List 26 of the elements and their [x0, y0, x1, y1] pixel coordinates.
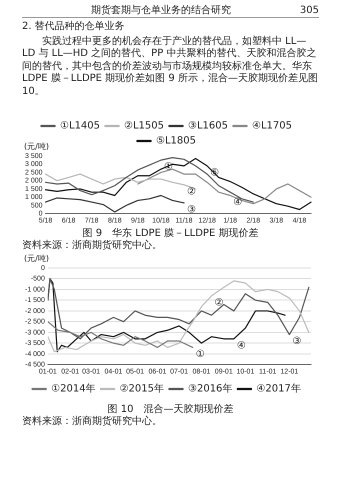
text: 期货套期与仓单业务的结合研究 [90, 4, 232, 17]
legend-label: ①L1405 [60, 120, 100, 132]
legend-label: ③L1605 [188, 120, 228, 132]
legend-label: ④2017年 [256, 382, 301, 395]
legend-label: ②2015年 [120, 382, 164, 395]
text: 图 10 混合—天胶期现价差 [106, 404, 234, 416]
y-axis-title: (元/吨) [24, 142, 49, 152]
annotation: ② [187, 186, 196, 198]
text: 2. 替代品种的仓单业务 [22, 21, 126, 34]
annotation: ③ [187, 204, 196, 216]
text: 图 9 华东 LDPE 膜－LLDPE 期现价差 [82, 228, 260, 240]
text: 实践过程中更多的机会存在于产业的替代品，如塑料中 LL—LD 与 LL—HD 之间的替代、PP 中共聚料的替代、天胶和混合胶之间的替代，其中包含的价差波动与市场规模均较标准仓单大。华东 LDPE 膜－LLDPE 期现价差如图 9 所示，混合—天胶期现价差见图 10。 [22, 36, 319, 98]
annotation: ① [196, 349, 205, 360]
legend-label: ④L1705 [252, 120, 292, 132]
y-axis-title: (元/吨) [24, 254, 49, 264]
annotation: ④ [236, 340, 246, 352]
legend-label: ③2016年 [188, 382, 232, 395]
annotation: ② [214, 298, 224, 308]
text: 资料来源：浙商期货研究中心。 [22, 240, 163, 252]
annotation: ③ [292, 336, 302, 348]
legend-label: ①2014年 [51, 382, 96, 395]
legend-label: ②L1505 [124, 120, 164, 132]
legend-label: ⑤L1805 [156, 136, 196, 147]
text: 305 [300, 4, 319, 17]
text: 资料来源：浙商期货研究中心。 [22, 416, 163, 428]
annotation: ④ [233, 197, 242, 208]
